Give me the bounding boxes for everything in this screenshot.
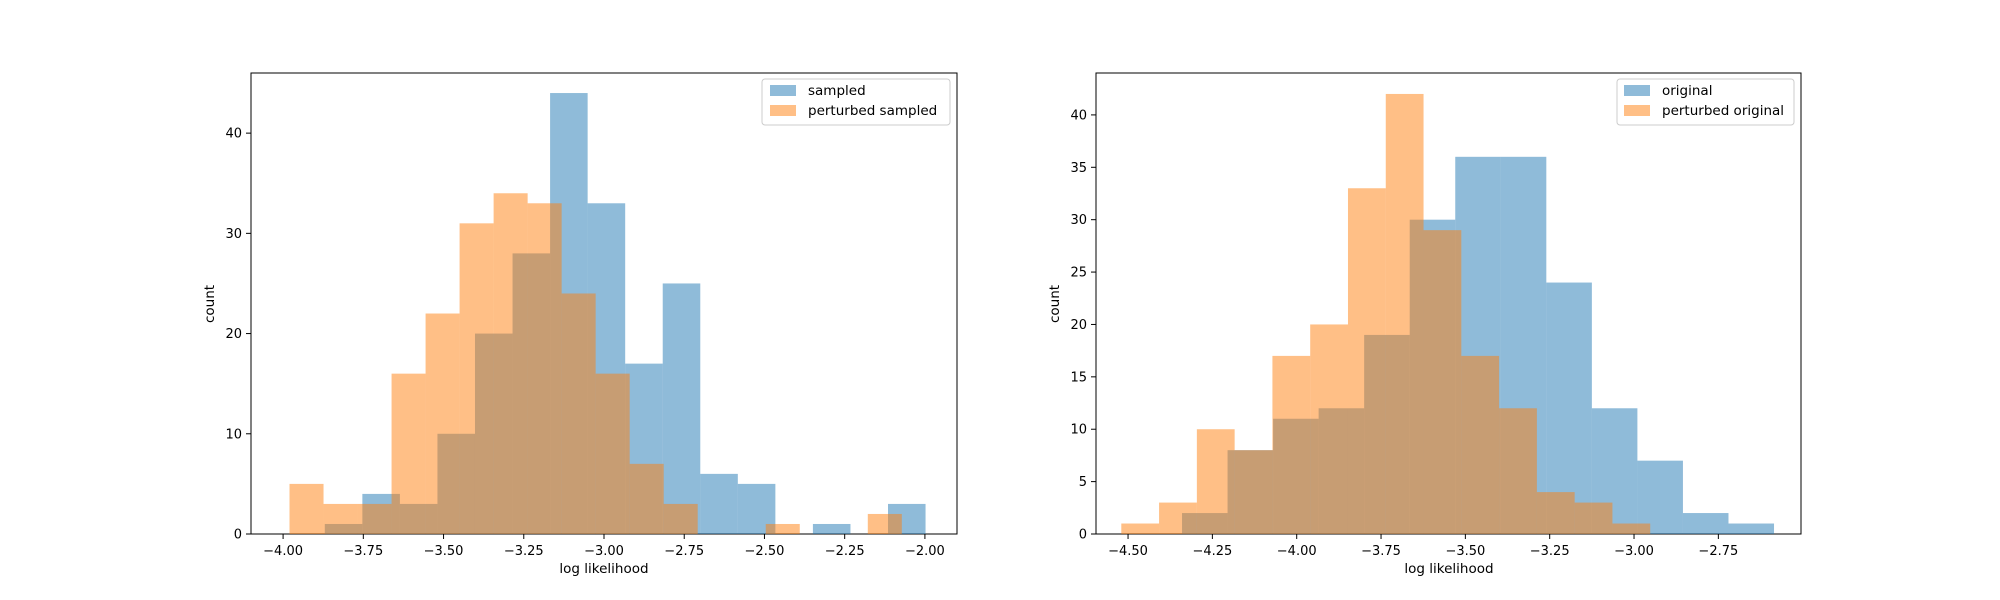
histogram-chart-sampled: −4.00 −3.75 −3.50 −3.25 −3.00 −2.75 −2.50 −2.25… [202, 72, 958, 577]
x-tick-label: −2.00 [905, 544, 945, 559]
histogram-bar-perturbed-original [1272, 355, 1311, 534]
y-tick-label: 0 [234, 528, 242, 543]
x-axis-label: log likelihood [1404, 561, 1493, 577]
legend-label-perturbed-sampled: perturbed sampled [808, 103, 937, 119]
histogram-bar-perturbed-original [1310, 324, 1348, 534]
legend-box [761, 78, 951, 126]
y-tick-label: 35 [1070, 161, 1087, 176]
histogram-bar-original [1728, 523, 1775, 534]
x-tick-label: −3.75 [343, 544, 383, 559]
histogram-bar-perturbed-sampled [527, 203, 562, 534]
y-tick-label: 15 [1070, 370, 1087, 385]
legend-swatch-perturbed-original [1624, 105, 1650, 116]
histogram-bar-perturbed-sampled [629, 463, 664, 534]
histogram-bar-perturbed-original [1499, 408, 1537, 534]
legend-label-sampled: sampled [808, 83, 866, 99]
histogram-bar-perturbed-original [1159, 502, 1197, 534]
histogram-bar-perturbed-sampled [493, 193, 528, 534]
x-tick-label: −3.50 [1445, 544, 1485, 559]
y-axis-ticks: 0 10 20 30 40 [225, 127, 251, 543]
histogram-bar-original [1682, 513, 1729, 534]
histogram-chart-original: −4.50 −4.25 −4.00 −3.75 −3.50 −3.25 −3.00 −2.75… [1047, 72, 1802, 577]
histogram-bar-original [1637, 460, 1683, 534]
histogram-bar-perturbed-sampled [595, 373, 630, 534]
histogram-bar-perturbed-original [1536, 492, 1575, 534]
x-tick-label: −3.25 [504, 544, 544, 559]
histogram-bar-sampled [812, 523, 851, 534]
x-tick-label: −4.00 [263, 544, 303, 559]
x-tick-label: −2.75 [664, 544, 704, 559]
y-axis-label: count [1047, 285, 1063, 323]
y-tick-label: 30 [1070, 213, 1087, 228]
histogram-bar-perturbed-original [1461, 355, 1500, 534]
histogram-bars [1121, 93, 1775, 534]
histogram-bar-perturbed-sampled [765, 523, 800, 534]
histogram-bar-perturbed-original [1385, 93, 1424, 534]
histogram-bars [289, 93, 926, 534]
legend: original perturbed original [1616, 78, 1795, 126]
x-axis-ticks: −4.00 −3.75 −3.50 −3.25 −3.00 −2.75 −2.50 −2.25… [263, 534, 945, 559]
legend-swatch-sampled [770, 85, 796, 96]
y-tick-label: 40 [1070, 108, 1087, 123]
x-axis-ticks: −4.50 −4.25 −4.00 −3.75 −3.50 −3.25 −3.00 −2.75 [1108, 534, 1738, 559]
histogram-bar-perturbed-sampled [323, 503, 358, 534]
legend-label-perturbed-original: perturbed original [1662, 103, 1784, 119]
x-tick-label: −2.25 [825, 544, 865, 559]
y-tick-label: 40 [225, 127, 242, 142]
histogram-bar-sampled [662, 283, 701, 534]
x-axis-label: log likelihood [559, 561, 648, 577]
legend-swatch-original [1624, 85, 1650, 96]
y-tick-label: 10 [225, 427, 242, 442]
x-tick-label: −2.50 [745, 544, 785, 559]
y-tick-label: 0 [1079, 528, 1087, 543]
y-tick-label: 5 [1079, 475, 1087, 490]
histogram-bar-perturbed-sampled [391, 373, 426, 534]
histogram-bar-perturbed-sampled [425, 313, 460, 534]
x-tick-label: −4.25 [1192, 544, 1232, 559]
x-tick-label: −2.75 [1698, 544, 1738, 559]
x-tick-label: −3.25 [1530, 544, 1570, 559]
y-tick-label: 20 [225, 327, 242, 342]
histogram-bar-perturbed-sampled [357, 503, 392, 534]
x-tick-label: −3.00 [584, 544, 624, 559]
legend-label-original: original [1662, 83, 1712, 99]
legend-box [1616, 78, 1795, 126]
histogram-bar-perturbed-original [1347, 188, 1386, 534]
histogram-bar-perturbed-original [1574, 502, 1613, 534]
histogram-bar-perturbed-original [1612, 523, 1651, 534]
x-tick-label: −3.50 [424, 544, 464, 559]
y-tick-label: 30 [225, 227, 242, 242]
y-axis-ticks: 0 5 10 15 20 25 30 35 40 [1070, 108, 1096, 543]
x-tick-label: −3.00 [1614, 544, 1654, 559]
y-axis-label: count [202, 285, 218, 323]
y-tick-label: 20 [1070, 318, 1087, 333]
histogram-bar-perturbed-sampled [561, 293, 596, 534]
y-tick-label: 10 [1070, 423, 1087, 438]
histogram-bar-perturbed-sampled [459, 223, 494, 534]
x-tick-label: −4.50 [1108, 544, 1148, 559]
x-tick-label: −3.75 [1361, 544, 1401, 559]
histogram-bar-perturbed-sampled [289, 483, 324, 534]
histogram-bar-perturbed-original [1121, 523, 1160, 534]
histogram-bar-perturbed-original [1423, 230, 1462, 534]
histogram-bar-perturbed-original [1196, 429, 1235, 534]
y-tick-label: 25 [1070, 266, 1087, 281]
x-tick-label: −4.00 [1277, 544, 1317, 559]
legend: sampled perturbed sampled [761, 78, 951, 126]
histogram-bar-perturbed-sampled [663, 503, 698, 534]
histogram-bar-perturbed-sampled [867, 513, 902, 534]
legend-swatch-perturbed-sampled [770, 105, 796, 116]
histogram-bar-perturbed-original [1234, 450, 1273, 534]
histogram-bar-sampled [700, 473, 738, 534]
